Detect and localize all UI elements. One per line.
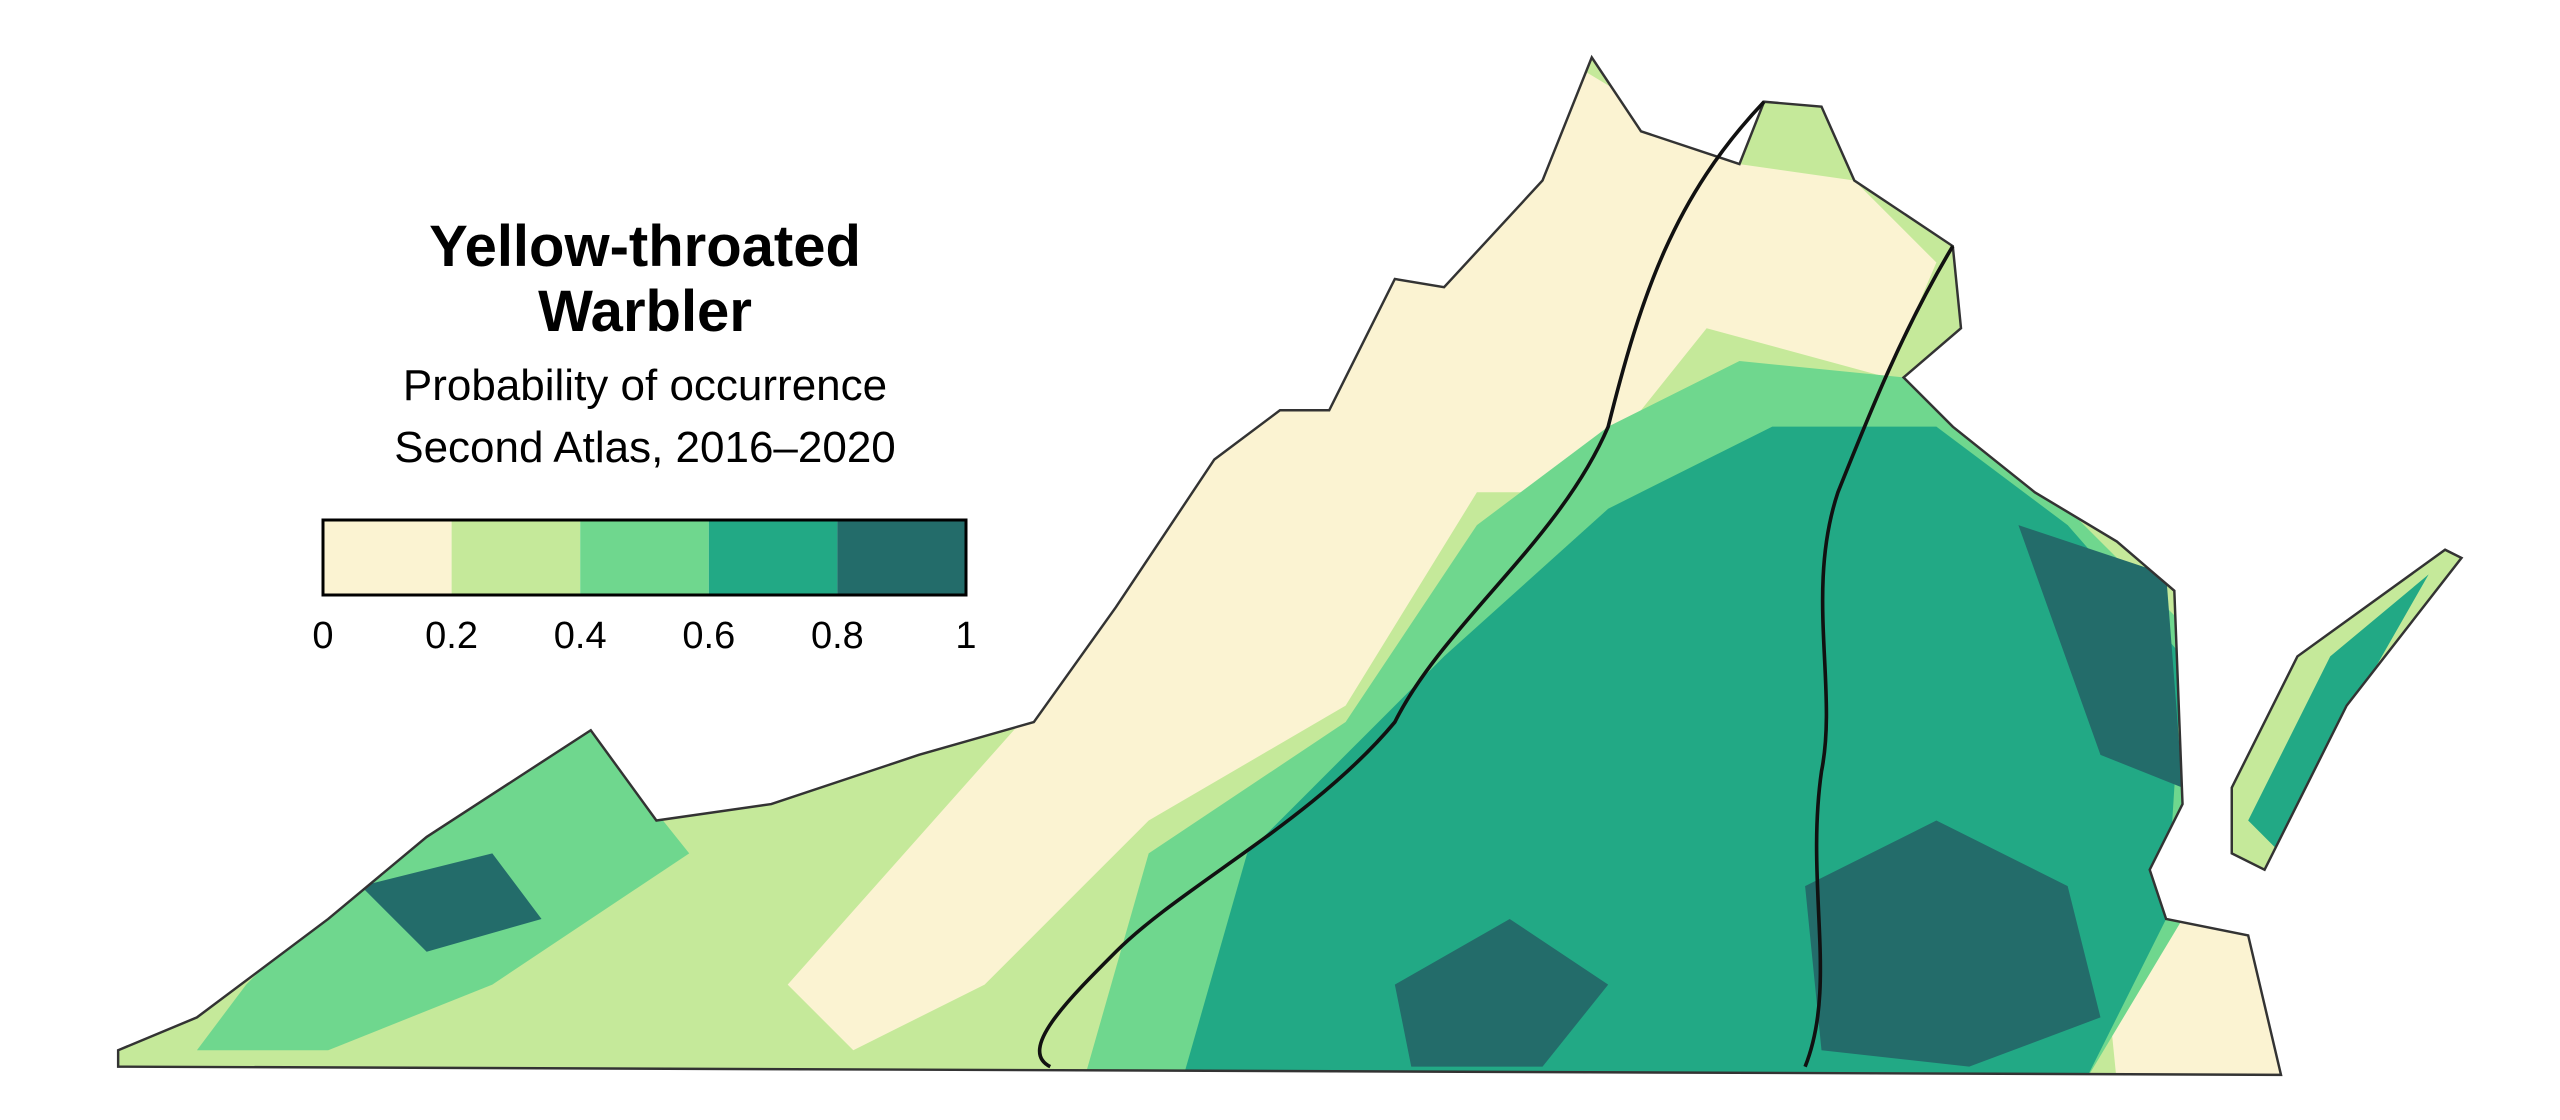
region <box>2248 574 2429 854</box>
legend-title: Yellow-throated <box>429 214 861 279</box>
legend-title: Warbler <box>538 279 752 344</box>
legend-period: Second Atlas, 2016–2020 <box>394 423 896 472</box>
legend-tick-label: 1 <box>955 615 976 657</box>
region <box>787 65 1937 1051</box>
legend-swatch <box>580 520 709 595</box>
legend-swatch <box>837 520 966 595</box>
legend-subtitle: Probability of occurrence <box>403 361 887 410</box>
legend-tick-label: 0 <box>312 615 333 657</box>
legend-frame <box>321 518 968 597</box>
legend-tick-label: 0.6 <box>682 615 735 657</box>
state-outline <box>116 54 2464 1077</box>
color-legend: 0 0.2 0.4 0.6 0.8 1 <box>312 518 977 657</box>
legend-swatch <box>708 520 838 595</box>
region <box>1805 820 2101 1067</box>
region <box>1394 918 1609 1067</box>
region-boundaries <box>1037 100 1955 1069</box>
region <box>361 853 542 952</box>
legend-tick-label: 0.8 <box>811 615 864 657</box>
legend-tick-label: 0.2 <box>425 615 478 657</box>
legend-swatch <box>323 520 452 595</box>
region <box>2018 525 2183 788</box>
legend-swatch <box>451 520 581 595</box>
legend-tick-label: 0.4 <box>554 615 607 657</box>
